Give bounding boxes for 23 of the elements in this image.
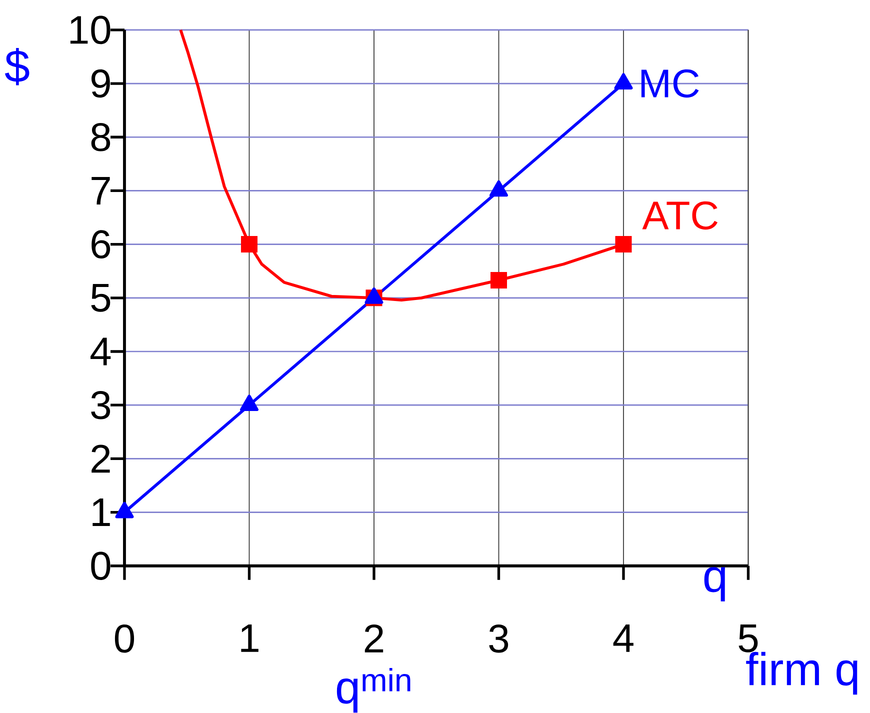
y-tick-label: 7 bbox=[92, 177, 110, 205]
y-tick-label: 2 bbox=[92, 444, 110, 473]
series-label: MC bbox=[641, 70, 699, 98]
y-tick-label: 3 bbox=[91, 391, 110, 420]
x-tick-label: 3 bbox=[489, 624, 508, 653]
y-tick-label: 6 bbox=[92, 230, 110, 259]
y-tick-label: 5 bbox=[91, 284, 110, 312]
y-tick-label: 10 bbox=[70, 16, 110, 44]
y-axis-title: $ bbox=[4, 48, 30, 86]
y-tick-label: 1 bbox=[92, 498, 110, 526]
y-tick-label: 4 bbox=[90, 338, 111, 366]
series-label: ATC bbox=[642, 201, 718, 230]
text: q$^{min}$ bbox=[336, 668, 410, 713]
y-tick-label: 0 bbox=[91, 552, 110, 580]
x-tick-label: 1 bbox=[241, 624, 258, 652]
text: firm q bbox=[746, 652, 858, 695]
x-axis-title: q bbox=[704, 567, 726, 602]
x-tick-label: 5 bbox=[738, 624, 758, 652]
y-tick-label: 9 bbox=[91, 70, 110, 98]
x-tick-label: 4 bbox=[613, 624, 634, 652]
x-tick-label: 2 bbox=[364, 624, 384, 652]
x-tick-label: 0 bbox=[114, 624, 134, 653]
y-tick-label: 8 bbox=[91, 123, 110, 152]
